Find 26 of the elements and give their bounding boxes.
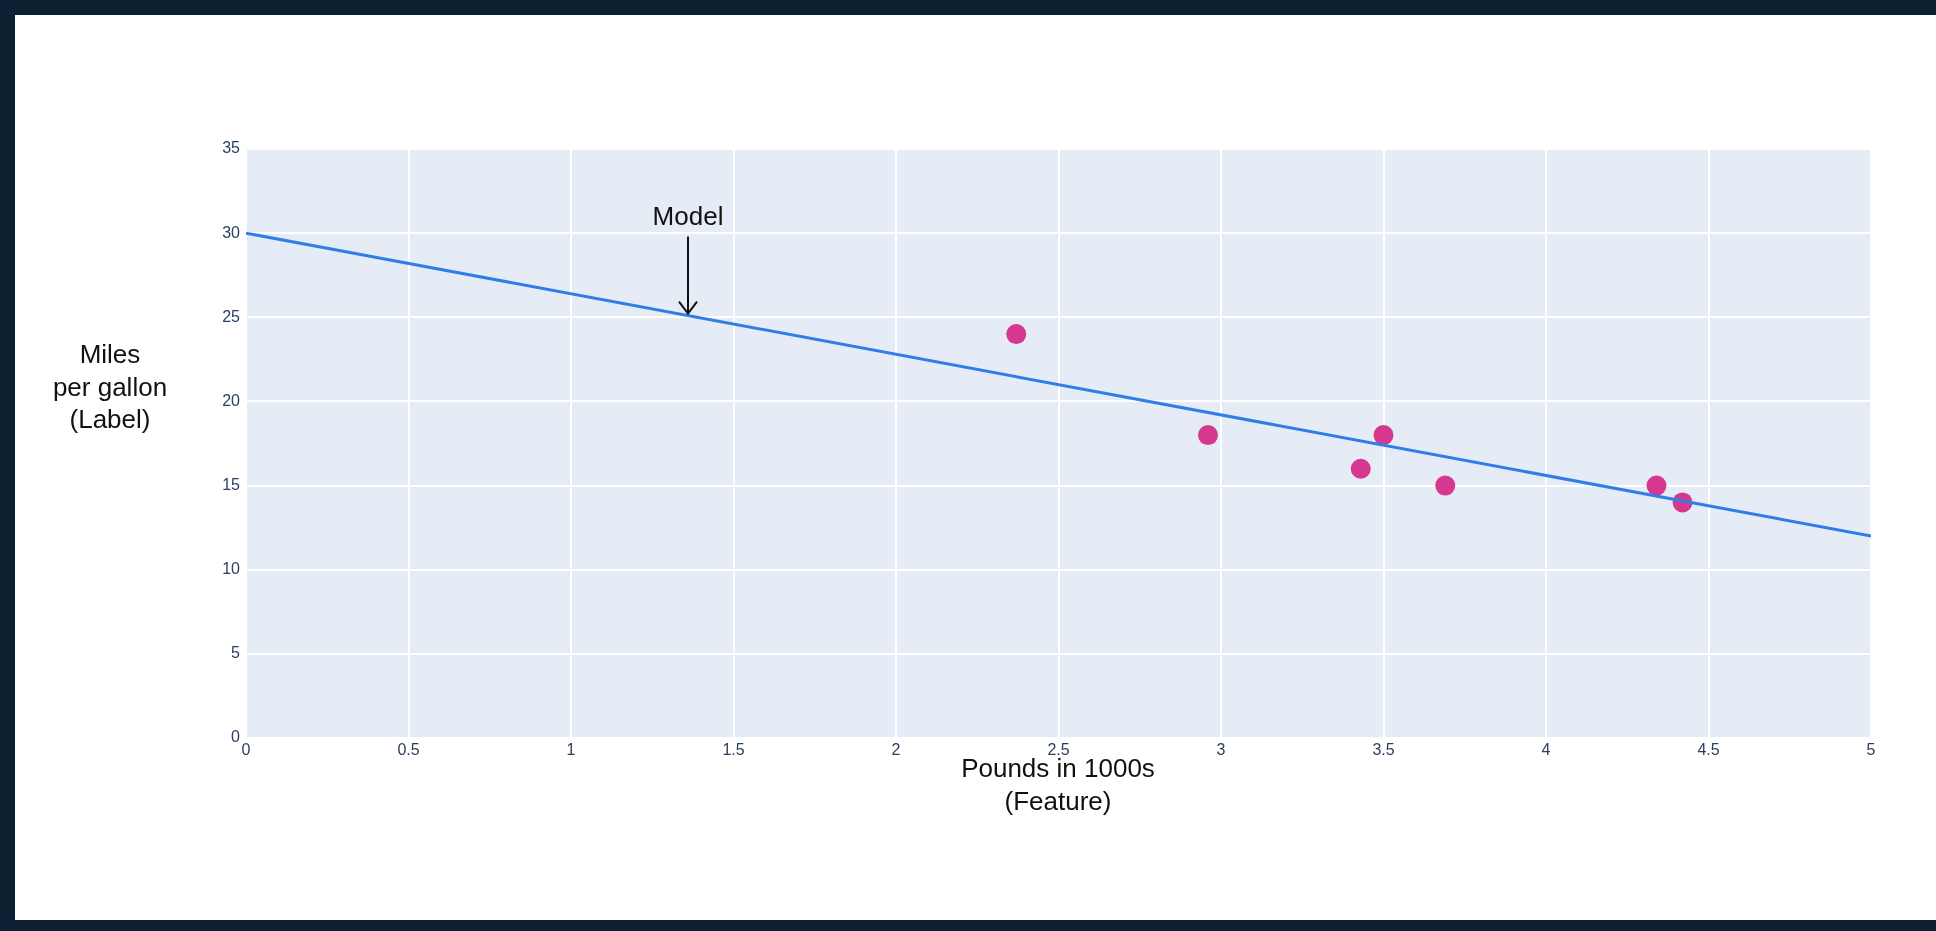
x-tick-label: 3	[1216, 741, 1226, 759]
point	[1006, 324, 1027, 345]
y-tick-label: 0	[231, 728, 241, 746]
y-tick-label: 15	[222, 475, 241, 493]
point	[1373, 425, 1394, 446]
x-tick-label: 2.5	[1047, 741, 1070, 759]
y-axis-title: Miles per gallon (Label)	[51, 338, 169, 436]
x-tick-label: 0.5	[397, 741, 420, 759]
x-tick-label: 4.5	[1697, 741, 1720, 759]
x-tick-label: 4	[1541, 741, 1551, 759]
y-tick-label: 5	[231, 644, 241, 662]
y-tick-label: 35	[222, 139, 241, 157]
point	[1646, 475, 1667, 496]
y-tick-label: 30	[222, 223, 241, 241]
x-tick-label: 1.5	[722, 741, 745, 759]
x-tick-label: 2	[891, 741, 901, 759]
y-tick-label: 20	[222, 391, 241, 409]
x-tick-label: 5	[1866, 741, 1876, 759]
annotation: Model	[652, 200, 724, 231]
point	[1350, 458, 1371, 479]
y-tick-label: 25	[222, 307, 241, 325]
y-tick-label: 10	[222, 560, 241, 578]
x-tick-label: 1	[566, 741, 576, 759]
point	[1198, 425, 1218, 446]
point	[1435, 475, 1456, 496]
x-tick-label: 3.5	[1372, 741, 1395, 759]
